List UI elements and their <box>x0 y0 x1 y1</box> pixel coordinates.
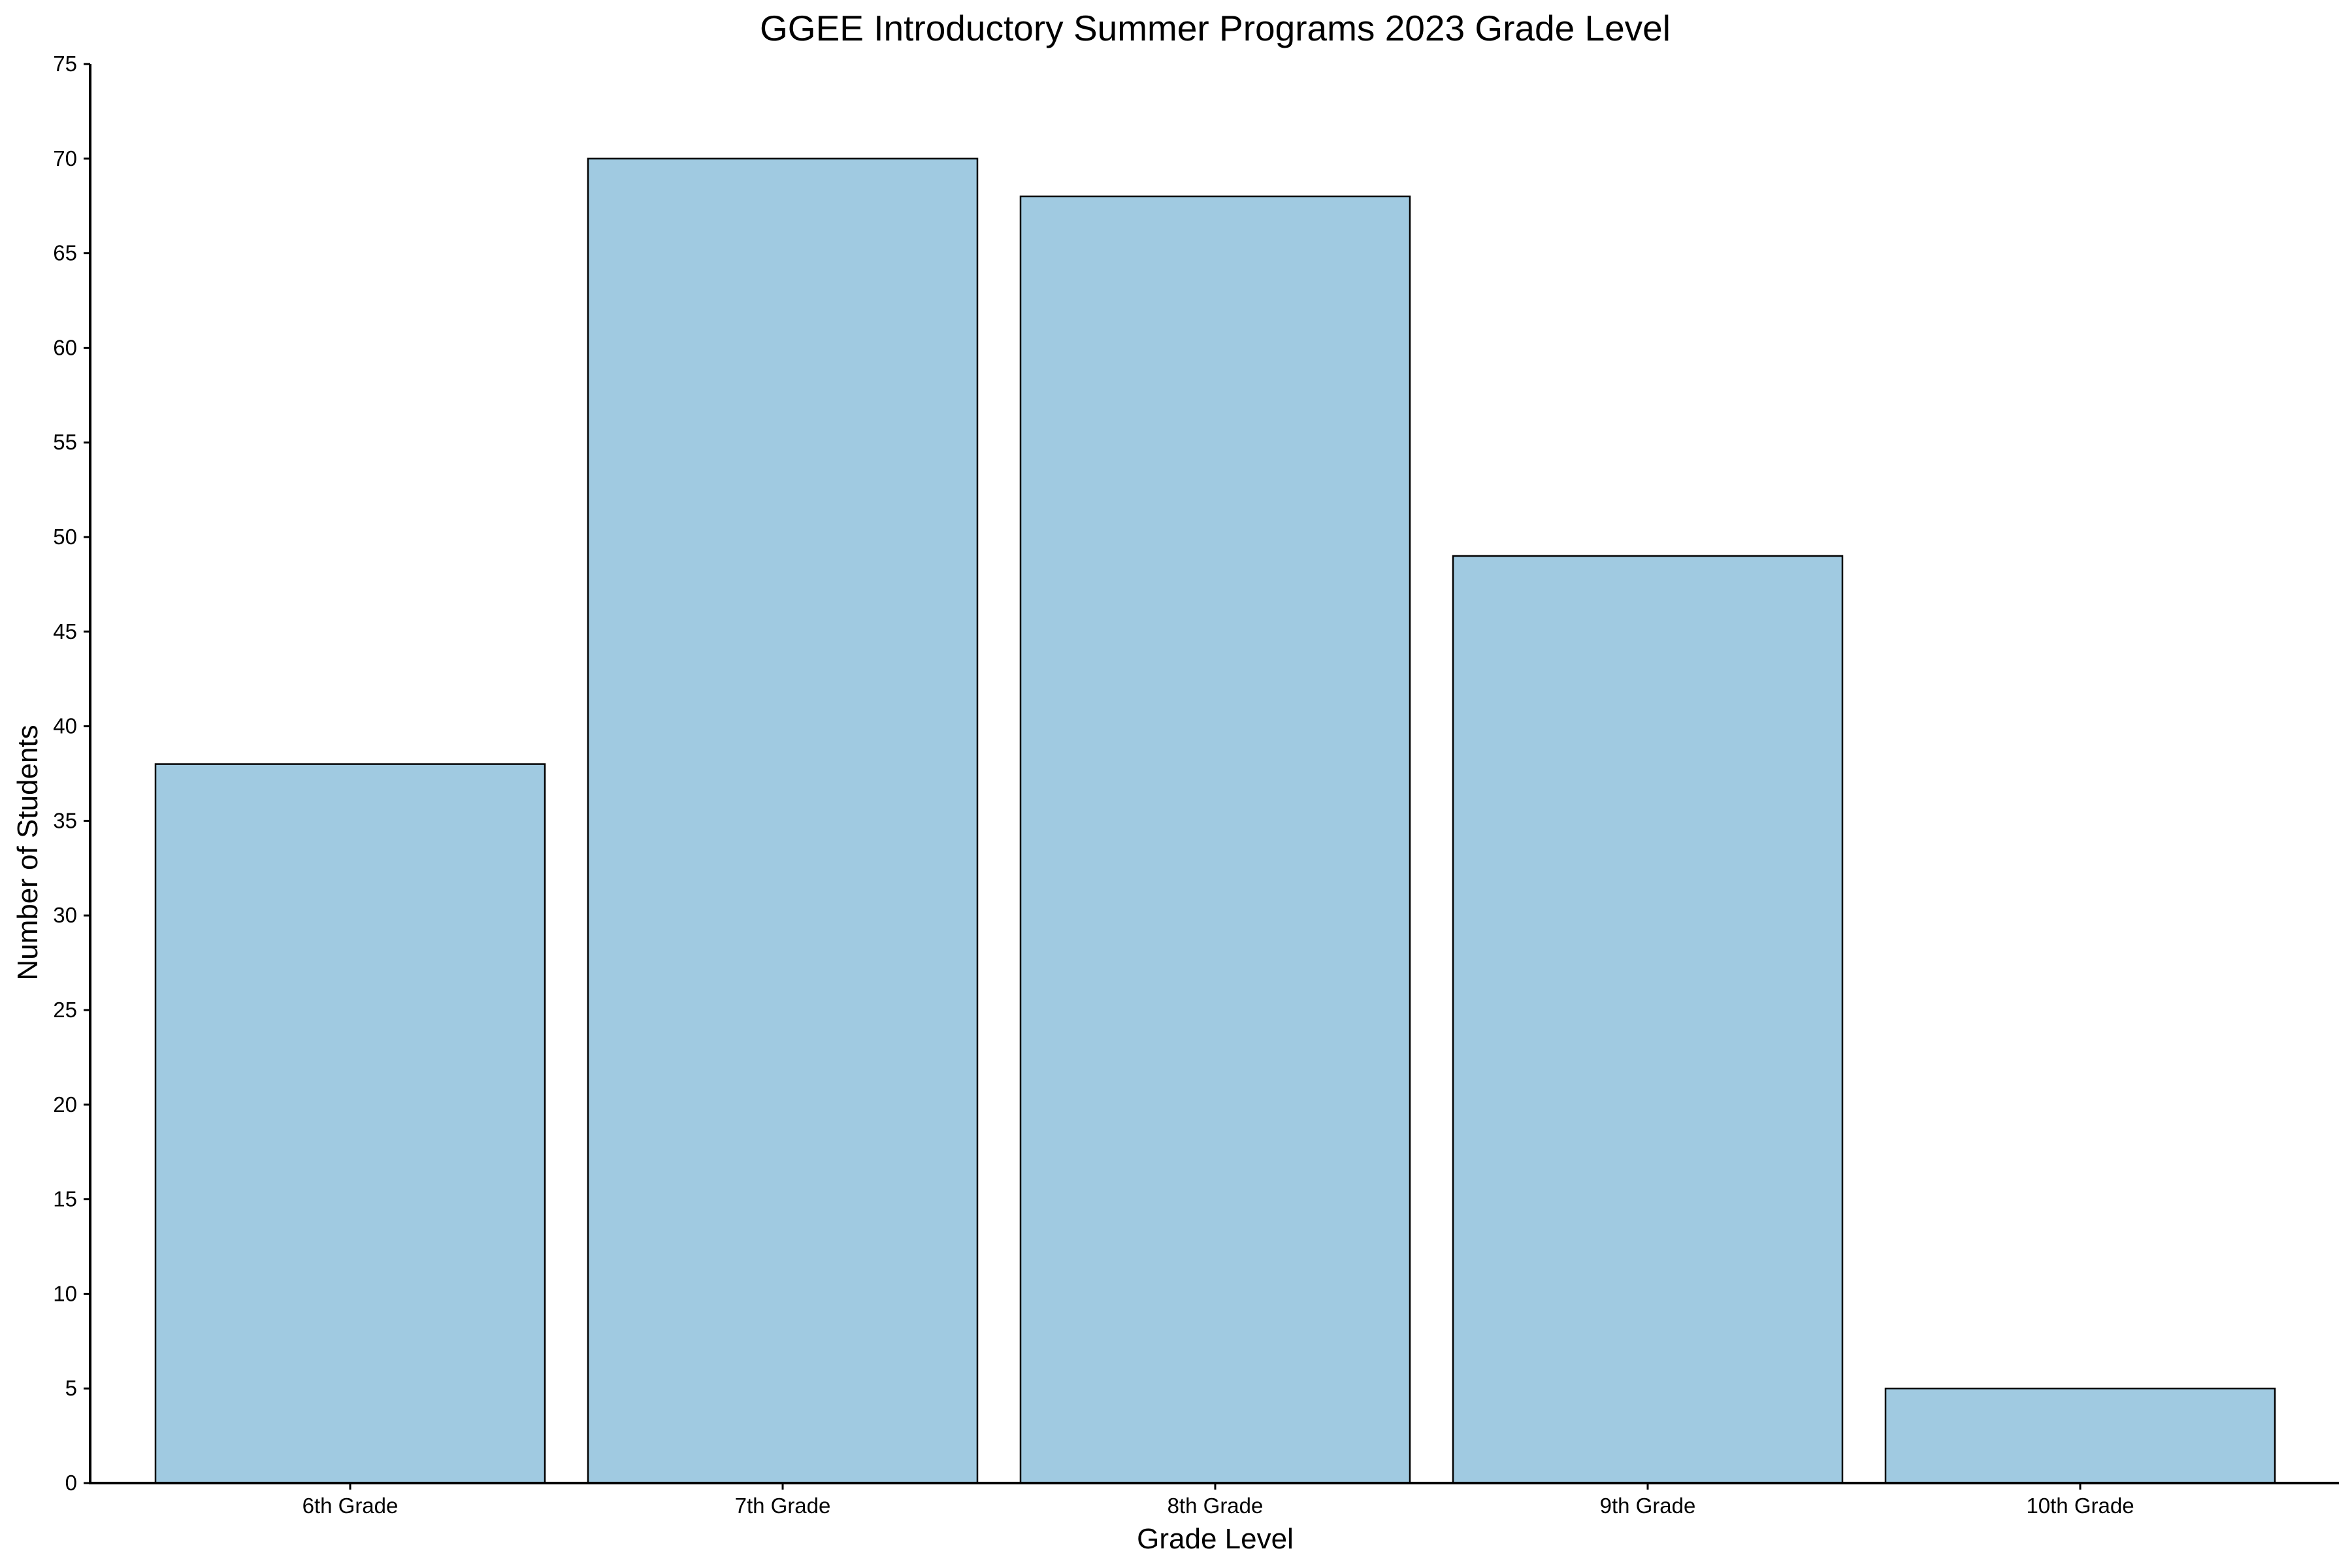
y-tick-label: 15 <box>53 1187 77 1211</box>
y-tick-label: 20 <box>53 1092 77 1117</box>
y-tick-label: 70 <box>53 146 77 171</box>
y-axis-label: Number of Students <box>12 725 44 980</box>
y-tick-label: 0 <box>65 1471 77 1495</box>
x-tick-label: 9th Grade <box>1600 1494 1696 1518</box>
bar-8th-grade <box>1019 195 1411 1484</box>
y-tick-label: 75 <box>53 52 77 76</box>
y-tick-label: 25 <box>53 998 77 1022</box>
bar-7th-grade <box>587 157 979 1484</box>
y-tick-label: 60 <box>53 335 77 359</box>
bar-6th-grade <box>154 763 546 1484</box>
x-tick-label: 10th Grade <box>2026 1494 2134 1518</box>
y-tick-label: 30 <box>53 903 77 927</box>
y-tick-label: 45 <box>53 619 77 644</box>
x-tick-label: 6th Grade <box>302 1494 399 1518</box>
y-tick-label: 55 <box>53 430 77 454</box>
bar-9th-grade <box>1452 555 1844 1484</box>
y-tick-label: 50 <box>53 525 77 549</box>
x-tick-label: 7th Grade <box>735 1494 831 1518</box>
y-tick-label: 35 <box>53 808 77 832</box>
plot-area: 6th Grade 7th Grade 8th Grade 9th Grade 10th… <box>53 52 2339 1518</box>
y-tick-label: 65 <box>53 241 77 265</box>
y-tick-label: 10 <box>53 1281 77 1305</box>
x-tick-label: 8th Grade <box>1168 1494 1264 1518</box>
y-tick-label: 5 <box>65 1376 77 1400</box>
chart-title: GGEE Introductory Summer Programs 2023 G… <box>760 8 1671 48</box>
bar-10th-grade <box>1884 1387 2276 1484</box>
y-tick-label: 40 <box>53 714 77 738</box>
x-axis-label: Grade Level <box>1137 1523 1294 1555</box>
